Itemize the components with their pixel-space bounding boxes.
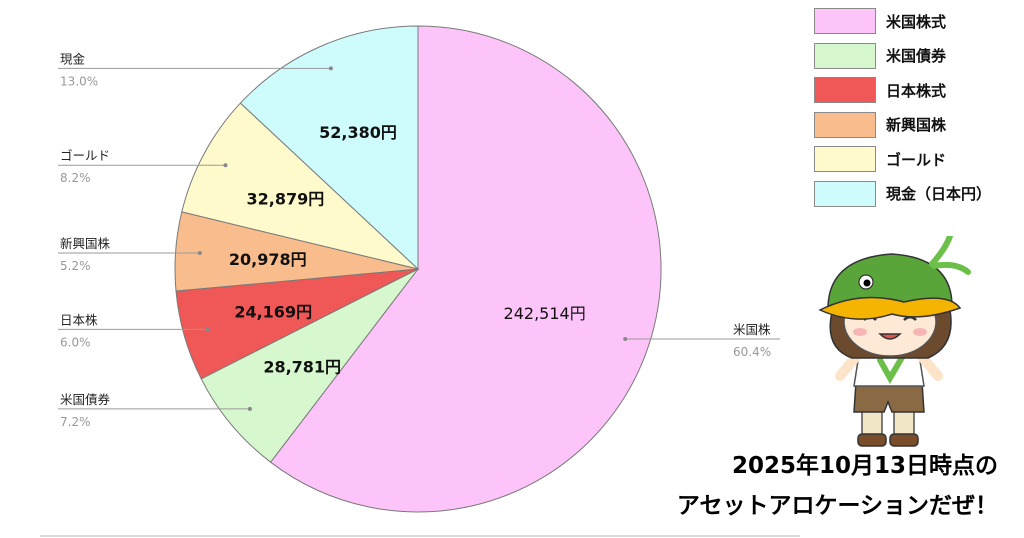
- slice-value-label: 24,169円: [234, 303, 312, 322]
- slice-value-label: 20,978円: [229, 250, 307, 269]
- leader-dot: [205, 327, 210, 332]
- pie-slice: [181, 102, 420, 270]
- leader-dot: [623, 337, 628, 342]
- leader-dot: [197, 251, 202, 256]
- legend-swatch: [814, 42, 876, 69]
- legend-item-us-stocks: 米国株式: [806, 4, 1018, 39]
- slice-value-label: 32,879円: [247, 190, 325, 209]
- legend-label: ゴールド: [886, 150, 947, 169]
- category-label: ゴールド: [60, 148, 110, 163]
- category-label: 日本株: [60, 312, 98, 327]
- percent-label: 7.2%: [60, 415, 91, 429]
- legend-item-emerging-stocks: 新興国株: [806, 108, 1018, 143]
- leader-dot: [328, 66, 333, 71]
- leader-dot: [223, 163, 228, 168]
- leader-dot: [247, 406, 252, 411]
- legend-item-jp-stocks: 日本株式: [806, 73, 1018, 108]
- percent-label: 13.0%: [60, 74, 98, 88]
- legend-swatch: [814, 8, 876, 35]
- legend-swatch: [814, 111, 876, 138]
- legend-swatch: [814, 180, 876, 207]
- caption: 2025年10月13日時点の アセットアロケーションだぜ！: [677, 446, 998, 526]
- category-label: 米国債券: [60, 392, 111, 407]
- caption-line-2: アセットアロケーションだぜ！: [676, 493, 998, 519]
- category-label: 新興国株: [60, 236, 111, 251]
- pie-slice: [269, 25, 662, 513]
- pie-slice: [200, 268, 419, 463]
- caption-line-1: 2025年10月13日時点の: [731, 453, 998, 479]
- legend-item-us-bonds: 米国債券: [806, 39, 1018, 74]
- category-label: 現金: [60, 51, 86, 66]
- category-label: 米国株: [733, 322, 771, 337]
- slice-value-label: 28,781円: [263, 357, 341, 376]
- legend-label: 現金（日本円）: [886, 185, 992, 204]
- legend-label: 新興国株: [886, 116, 947, 135]
- percent-label: 8.2%: [60, 171, 91, 185]
- percent-label: 5.2%: [60, 259, 91, 273]
- percent-label: 60.4%: [733, 345, 771, 359]
- duck-hat-mascot-icon: [800, 233, 980, 455]
- legend-swatch: [814, 146, 876, 173]
- pie-slice: [239, 25, 419, 271]
- legend-label: 米国株式: [886, 12, 947, 31]
- slice-value-label: 242,514円: [504, 304, 586, 323]
- legend-item-gold: ゴールド: [806, 142, 1018, 177]
- legend-label: 米国債券: [886, 47, 947, 66]
- chart-legend: 米国株式 米国債券 日本株式 新興国株 ゴールド 現金（日本円）: [806, 4, 1018, 211]
- legend-swatch: [814, 77, 876, 104]
- percent-label: 6.0%: [60, 335, 91, 349]
- legend-item-cash: 現金（日本円）: [806, 177, 1018, 212]
- slice-value-label: 52,380円: [319, 123, 397, 142]
- legend-label: 日本株式: [886, 81, 947, 100]
